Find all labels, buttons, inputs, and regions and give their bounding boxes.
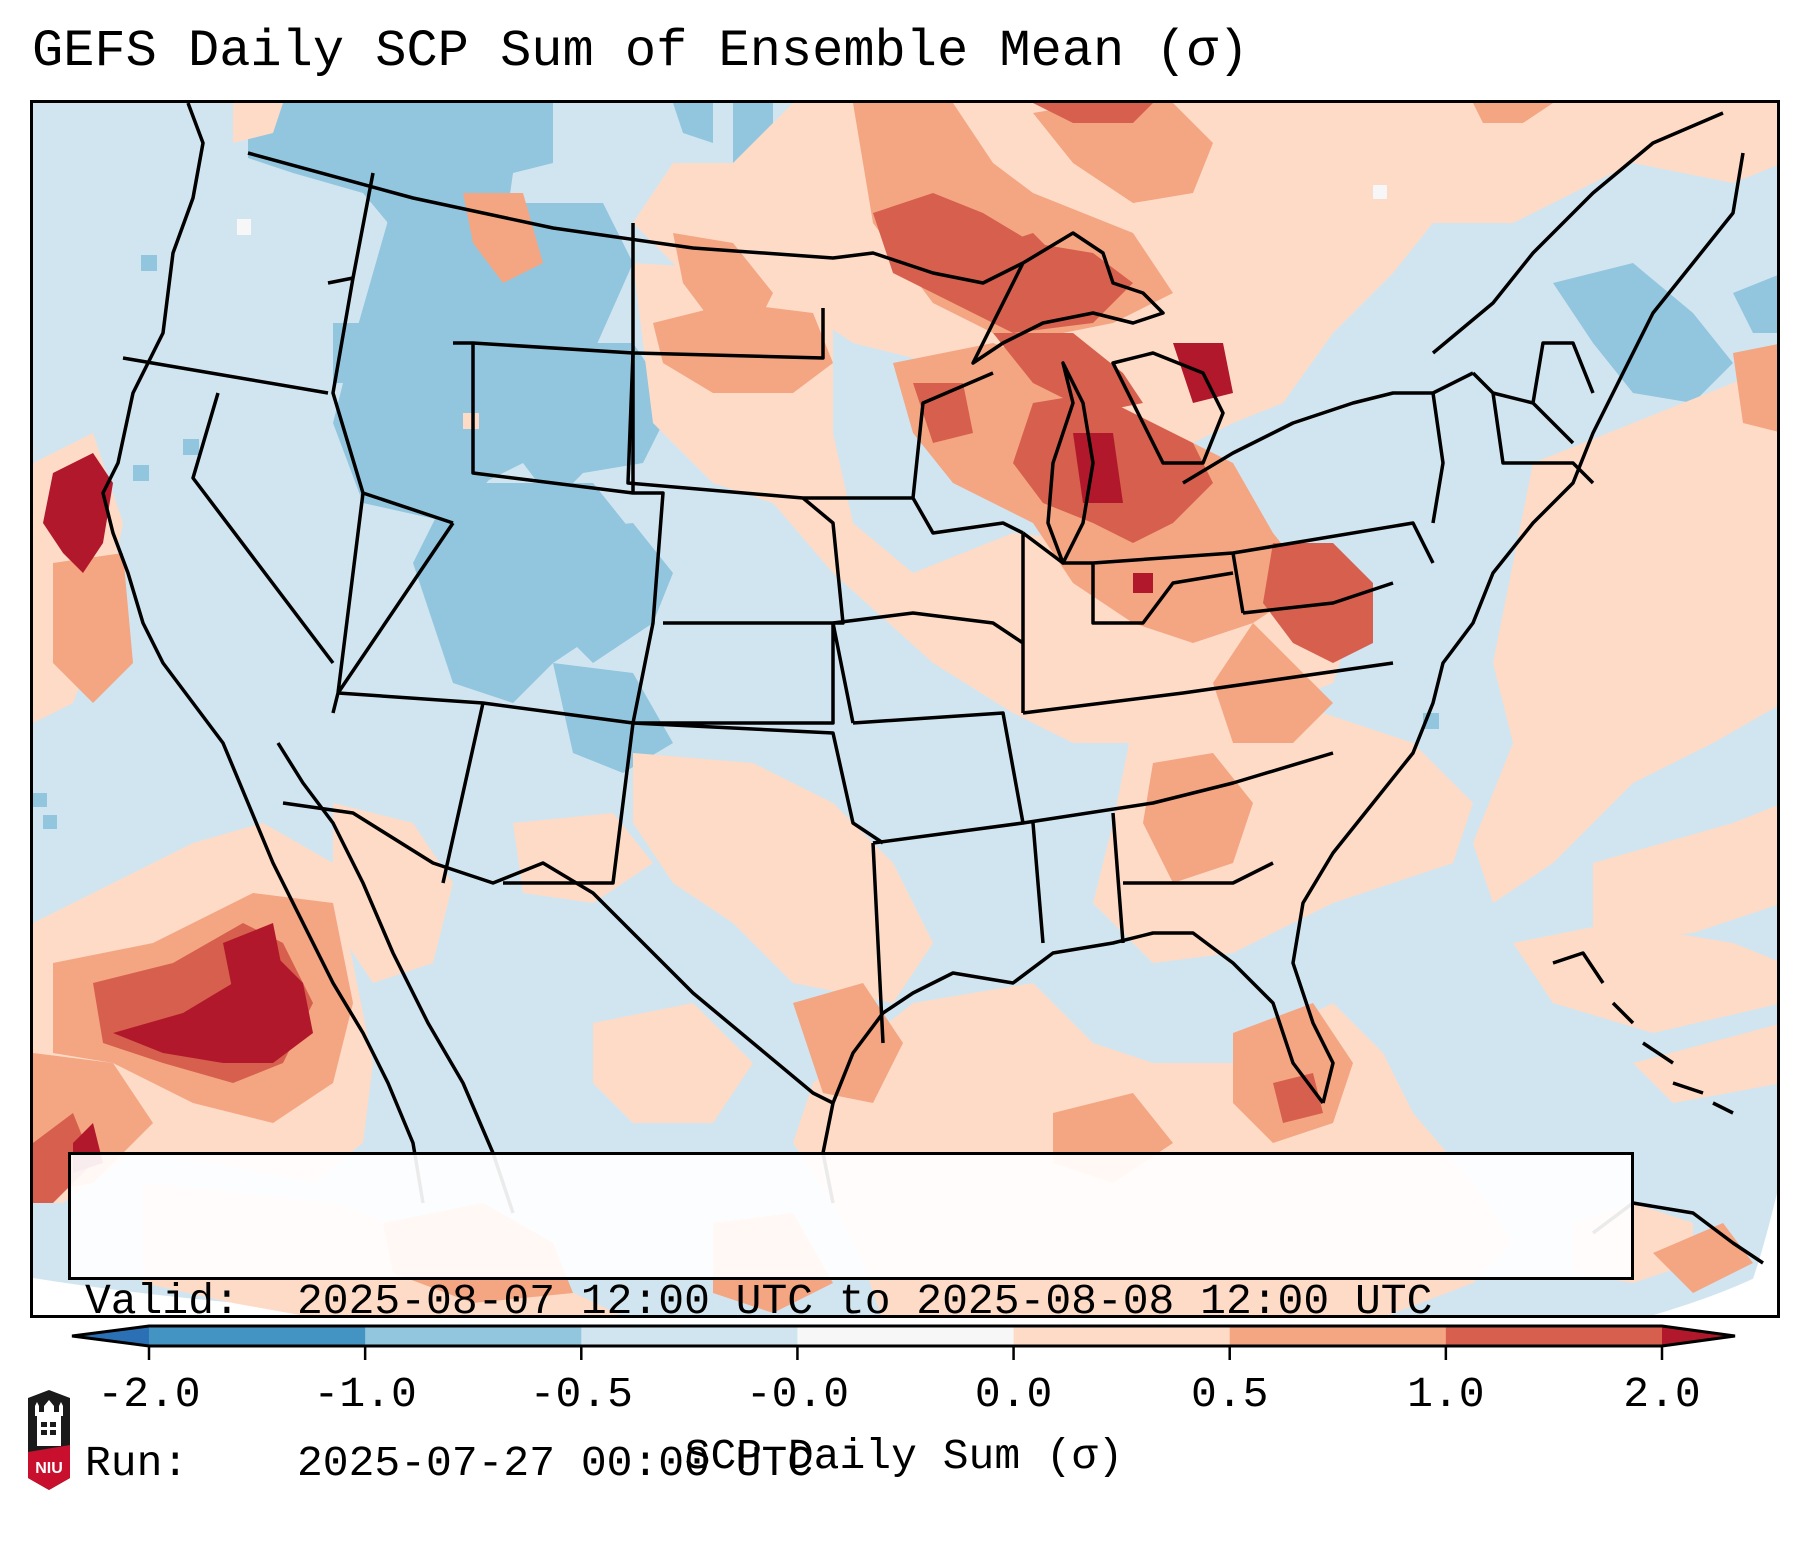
valid-value: 2025-08-07 12:00 UTC to 2025-08-08 12:00… [297,1277,1433,1326]
baja-coastline [276,742,515,1214]
colorbar-over-extension [1662,1326,1735,1346]
colorbar-ticks [147,1346,1664,1360]
state-lines-central [626,223,1025,1044]
colorbar-segment [149,1326,366,1346]
near-zero-specks [237,185,1387,235]
run-value: 2025-07-27 00:00 UTC [297,1439,814,1488]
colorbar-tick-label: 0.0 [974,1370,1053,1419]
colorbar [71,1324,1736,1360]
valid-key: Valid: [85,1277,240,1326]
colorbar-segment [365,1326,582,1346]
colorbar-tick-label: -2.0 [97,1370,201,1419]
atlantic-coastline [1291,152,1745,1104]
colorbar-segment [1445,1326,1663,1346]
map-svg [33,103,1777,1315]
valid-run-info-box: Valid: 2025-08-07 12:00 UTC to 2025-08-08… [68,1152,1634,1488]
colorbar-tick-label: -0.5 [529,1370,633,1419]
bahamas-islands [1552,951,1734,1115]
colorbar-title: SCP Daily Sum (σ) [684,1432,1124,1481]
run-row: Run: 2025-07-27 00:00 UTC [85,1437,1617,1491]
pacific-coastline [101,103,425,1204]
extreme-positive-areas [43,343,1233,1173]
state-lines-west [122,172,665,885]
state-lines-northeast [1431,341,1595,524]
colorbar-tick-label: 0.5 [1190,1370,1269,1419]
colorbar-segment [1013,1326,1231,1346]
colorbar-tick-label: -0.0 [745,1370,850,1419]
colorbar-segment [581,1326,798,1346]
map-boundaries [101,103,1764,1265]
logo-text: NIU [35,1460,63,1477]
state-lines-east [803,371,1435,944]
colorbar-under-extension [72,1326,149,1346]
run-key: Run: [85,1439,189,1488]
gulf-coastline [821,931,1325,1204]
map-panel [30,100,1780,1318]
map-title: GEFS Daily SCP Sum of Ensemble Mean (σ) [32,22,1249,81]
valid-row: Valid: 2025-08-07 12:00 UTC to 2025-08-08… [85,1275,1617,1329]
colorbar-segments [71,1324,1736,1348]
domain-edge-bottom-left [33,1278,414,1315]
colorbar-segment [797,1326,1015,1346]
lake-superior [971,231,1165,365]
domain-edge-bottom-right [1653,1266,1777,1315]
lake-huron [1111,351,1225,465]
us-mexico-border [282,801,834,1105]
colorbar-tick-label: 2.0 [1623,1370,1701,1419]
us-canada-border [247,151,1024,285]
st-lawrence [1431,111,1724,355]
colorbar-tick-label: -1.0 [313,1370,417,1419]
colorbar-tick-label: 1.0 [1407,1370,1485,1419]
niu-logo: NIU [28,1390,70,1490]
colorbar-segment [1229,1326,1447,1346]
